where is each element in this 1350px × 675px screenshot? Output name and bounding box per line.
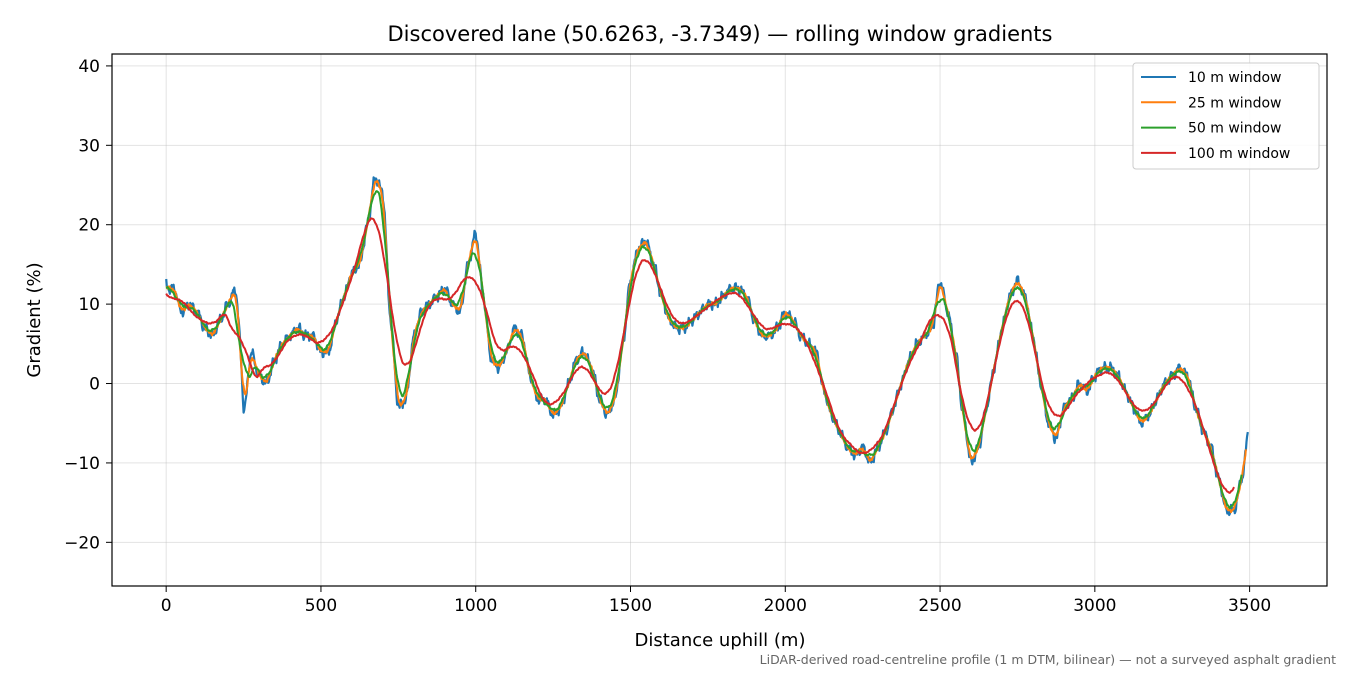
- source-note: LiDAR-derived road-centreline profile (1…: [760, 652, 1336, 667]
- y-axis-label: Gradient (%): [24, 262, 45, 377]
- x-axis-label: Distance uphill (m): [635, 630, 806, 651]
- x-tick-label: 3500: [1228, 596, 1271, 616]
- y-tick-label: 20: [78, 216, 100, 236]
- x-tick-label: 500: [305, 596, 337, 616]
- y-tick-label: 30: [78, 136, 100, 156]
- x-tick-label: 2000: [764, 596, 807, 616]
- legend-label-10m: 10 m window: [1188, 70, 1281, 86]
- axis-ticks: 0 500 1000 1500 2000 2500 3000 3500 −20 −10 0 10 20 3…: [64, 57, 1271, 616]
- y-tick-label: −10: [64, 454, 100, 474]
- y-tick-label: −20: [64, 533, 100, 553]
- legend-frame: [1132, 62, 1320, 170]
- y-tick-label: 0: [89, 375, 100, 395]
- x-tick-label: 2500: [918, 596, 961, 616]
- x-tick-label: 1500: [609, 596, 652, 616]
- chart-title: Discovered lane (50.6263, -3.7349) — rol…: [388, 22, 1053, 46]
- legend: 10 m window 25 m window 50 m window 100 m w…: [1132, 62, 1320, 170]
- series-line-100m: [165, 217, 1235, 494]
- y-tick-label: 40: [78, 57, 100, 77]
- legend-label-100m: 100 m window: [1188, 146, 1290, 162]
- x-tick-label: 1000: [454, 596, 497, 616]
- series-lines: [165, 176, 1249, 517]
- plot-frame: [111, 53, 1328, 587]
- legend-label-25m: 25 m window: [1188, 95, 1281, 111]
- legend-label-50m: 50 m window: [1188, 121, 1281, 137]
- x-tick-label: 0: [161, 596, 172, 616]
- y-tick-label: 10: [78, 295, 100, 315]
- x-tick-label: 3000: [1073, 596, 1116, 616]
